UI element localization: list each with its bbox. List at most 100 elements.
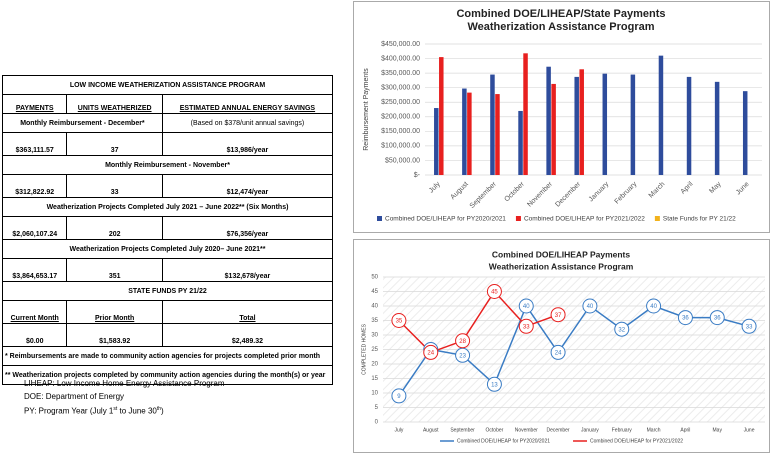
chart-subtitle: Weatherization Assistance Program — [467, 21, 654, 33]
x-tick-label: February — [612, 427, 633, 433]
legend-swatch — [377, 216, 382, 221]
y-tick-label: $200,000.00 — [381, 114, 420, 121]
y-tick-label: 10 — [371, 391, 378, 397]
y-tick-label: 5 — [375, 405, 379, 411]
point — [391, 388, 407, 404]
point — [550, 307, 566, 323]
cell: 33 — [66, 174, 163, 198]
x-tick-label: April — [680, 427, 690, 433]
abbreviation: LIHEAP: Low Income Home Energy Assistanc… — [24, 379, 225, 388]
point — [518, 318, 534, 334]
abbreviation: DOE: Department of Energy — [24, 391, 125, 401]
bar — [490, 74, 495, 175]
data-label: 40 — [523, 304, 530, 310]
point — [423, 344, 439, 360]
y-tick-label: 20 — [371, 362, 378, 368]
bar — [579, 69, 584, 175]
x-tick-label: June — [744, 427, 755, 433]
y-tick-label: $350,000.00 — [381, 70, 420, 77]
abbreviation: PY: Program Year (July 1st to June 30th) — [24, 403, 225, 418]
x-tick-label: October — [486, 427, 504, 433]
legend-label: State Funds for PY 21/22 — [663, 216, 736, 223]
data-label: 24 — [427, 350, 434, 356]
summary-table: LOW INCOME WEATHERIZATION ASSISTANCE PRO… — [1, 75, 334, 385]
point — [677, 310, 693, 326]
cell: $312,822.92 — [1, 174, 68, 198]
data-label: 45 — [491, 290, 498, 296]
x-tick-label: March — [647, 427, 661, 433]
x-tick-label: August — [423, 427, 439, 433]
bar — [658, 55, 664, 176]
bar — [462, 88, 467, 175]
bar — [742, 91, 748, 175]
y-tick-label: 45 — [371, 289, 378, 295]
cell: 351 — [66, 258, 163, 282]
y-tick-label: 40 — [371, 304, 378, 310]
text: ) — [161, 406, 164, 416]
legend-label: Combined DOE/LIHEAP for PY2021/2022 — [590, 438, 683, 444]
footnote: ** Weatherization projects completed by … — [2, 365, 333, 385]
y-tick-label: $- — [414, 172, 421, 179]
y-tick-label: 30 — [371, 333, 378, 339]
chart-title: Combined DOE/LIHEAP/State Payments — [456, 8, 665, 20]
y-tick-label: 50 — [371, 275, 378, 281]
point — [486, 376, 502, 392]
x-tick-label: November — [515, 427, 538, 433]
y-tick-label: $250,000.00 — [381, 99, 420, 106]
cell: $363,111.57 — [1, 132, 68, 156]
bar — [546, 66, 551, 175]
point — [455, 333, 471, 349]
x-tick-label: December — [547, 427, 570, 433]
x-tick-label: July — [394, 427, 403, 433]
text: st — [113, 406, 118, 412]
data-label: 13 — [491, 382, 498, 388]
abbreviations: LIHEAP: Low Income Home Energy Assistanc… — [24, 378, 225, 418]
data-label: 37 — [555, 313, 562, 319]
y-axis-label: Reimbursement Payments — [363, 68, 370, 151]
bar — [523, 53, 528, 176]
point — [486, 284, 502, 299]
x-tick-label: May — [713, 427, 723, 433]
data-label: 33 — [523, 324, 530, 330]
bar — [574, 76, 579, 175]
x-tick-label: January — [581, 427, 599, 433]
data-label: 36 — [682, 316, 689, 322]
data-label: 23 — [459, 353, 466, 359]
data-label: 32 — [618, 327, 625, 333]
bar — [630, 74, 636, 175]
point — [518, 298, 534, 314]
x-tick-label: September — [450, 427, 475, 433]
chart-title: Combined DOE/LIHEAP Payments — [492, 249, 631, 259]
text: th — [156, 406, 162, 412]
y-tick-label: 35 — [371, 318, 378, 324]
y-axis-label: COMPLETED HOMES — [361, 323, 367, 375]
bar — [467, 92, 472, 175]
data-label: 9 — [397, 394, 401, 400]
bar — [518, 110, 523, 175]
data-label: 33 — [746, 324, 753, 330]
bar — [602, 73, 608, 175]
y-tick-label: 0 — [375, 420, 379, 426]
data-label: 28 — [459, 339, 466, 345]
point — [550, 344, 566, 360]
data-label: 40 — [650, 304, 657, 310]
legend-swatch — [654, 216, 660, 221]
y-tick-label: $150,000.00 — [381, 128, 420, 135]
data-label: 24 — [555, 350, 562, 356]
bar — [495, 94, 500, 175]
legend-label: Combined DOE/LIHEAP for PY2020/2021 — [457, 438, 550, 444]
point — [614, 321, 630, 337]
cell: $3,864,653.17 — [1, 258, 68, 282]
text: to June 30 — [117, 406, 157, 416]
bar — [434, 108, 439, 175]
cell: 37 — [66, 132, 163, 156]
point — [709, 310, 725, 326]
y-tick-label: $450,000.00 — [381, 41, 420, 48]
y-tick-label: 15 — [371, 376, 378, 382]
data-label: 36 — [714, 316, 721, 322]
bar — [439, 57, 444, 175]
point — [646, 298, 662, 314]
y-tick-label: $100,000.00 — [381, 143, 420, 150]
